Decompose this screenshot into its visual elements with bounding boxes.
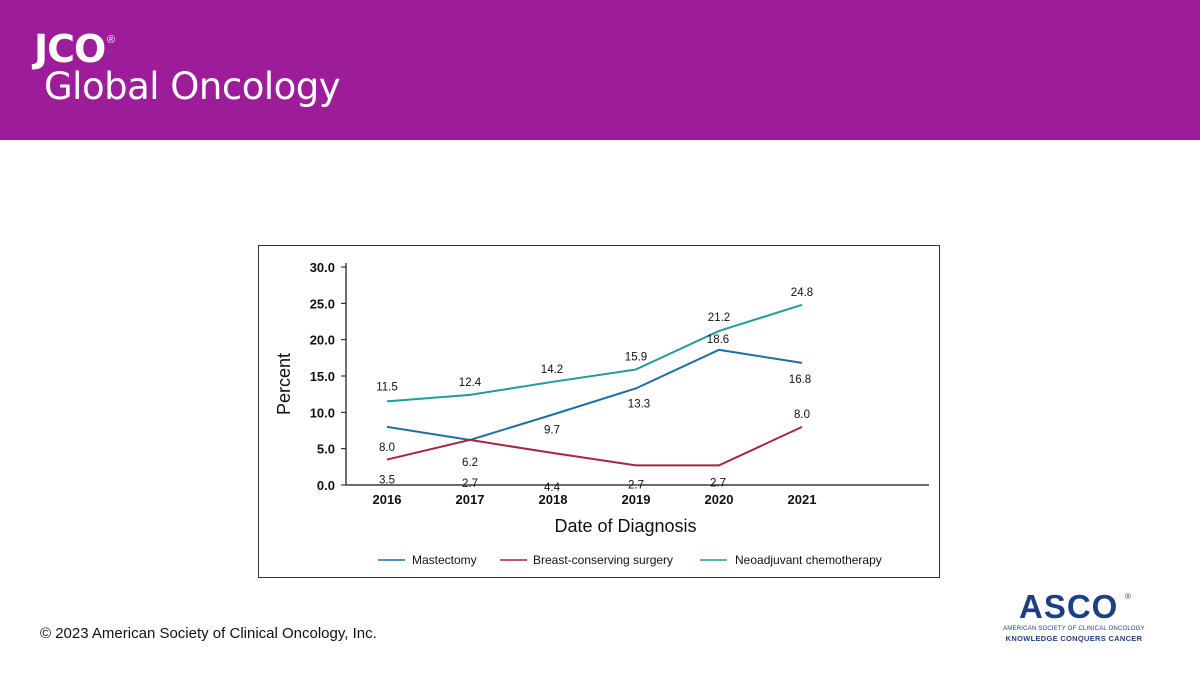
x-axis-title: Date of Diagnosis: [554, 516, 696, 536]
asco-tagline-top: AMERICAN SOCIETY OF CLINICAL ONCOLOGY: [1003, 626, 1145, 632]
data-label: 8.0: [379, 442, 395, 454]
data-label: 3.5: [379, 475, 395, 487]
data-label: 8.0: [794, 409, 810, 421]
data-label: 12.4: [459, 377, 482, 389]
data-label: 2.7: [710, 477, 726, 489]
data-label: 15.9: [625, 351, 647, 363]
asco-registered-mark: ®: [1125, 592, 1131, 601]
journal-header-banner: JCO ® Global Oncology: [0, 0, 1200, 140]
journal-registered-mark: ®: [107, 34, 116, 46]
y-tick-label: 0.0: [317, 478, 335, 493]
line-chart: 0.0 5.0 10.0 15.0 20.0 25.0 30.0 2016 2017 2018 20…: [274, 260, 929, 567]
y-tick-label: 5.0: [317, 442, 335, 457]
x-tick-label: 2019: [622, 492, 651, 507]
data-label: 11.5: [376, 381, 398, 393]
data-label: 9.7: [544, 425, 560, 437]
y-tick-label: 25.0: [310, 296, 335, 311]
copyright-notice: © 2023 American Society of Clinical Onco…: [40, 625, 377, 642]
series-line-0: [386, 348, 803, 441]
series-line-2: [386, 303, 803, 403]
series-line-1: [386, 425, 803, 467]
y-axis-title: Percent: [274, 353, 294, 415]
x-tick-label: 2020: [705, 492, 734, 507]
x-tick-label: 2017: [456, 492, 485, 507]
asco-logo: ASCO: [1019, 588, 1119, 625]
x-tick-label: 2021: [788, 492, 817, 507]
data-label: 2.7: [628, 479, 644, 491]
data-label: 24.8: [791, 287, 813, 299]
x-tick-label: 2018: [539, 492, 568, 507]
y-tick-label: 30.0: [310, 260, 335, 275]
legend-label: Breast-conserving surgery: [533, 553, 673, 567]
data-label: 21.2: [708, 312, 730, 324]
y-tick-label: 15.0: [310, 369, 335, 384]
data-label: 14.2: [541, 364, 563, 376]
asco-tagline-bottom: KNOWLEDGE CONQUERS CANCER: [1005, 634, 1143, 643]
legend-label: Mastectomy: [412, 553, 477, 567]
data-label: 13.3: [628, 398, 650, 410]
journal-logo-jco: JCO: [34, 27, 106, 71]
data-label: 16.8: [789, 374, 811, 386]
chart-frame: 0.0 5.0 10.0 15.0 20.0 25.0 30.0 2016 2017 2018 20…: [258, 245, 940, 578]
x-tick-label: 2016: [373, 492, 402, 507]
journal-logo-subtitle: Global Oncology: [44, 65, 341, 108]
y-tick-label: 20.0: [310, 333, 335, 348]
data-label: 18.6: [707, 334, 729, 346]
legend-label: Neoadjuvant chemotherapy: [735, 553, 882, 567]
y-tick-label: 10.0: [310, 405, 335, 420]
data-label: 4.4: [544, 482, 561, 494]
data-label: 6.2: [462, 457, 478, 469]
data-label: 2.7: [462, 478, 478, 490]
